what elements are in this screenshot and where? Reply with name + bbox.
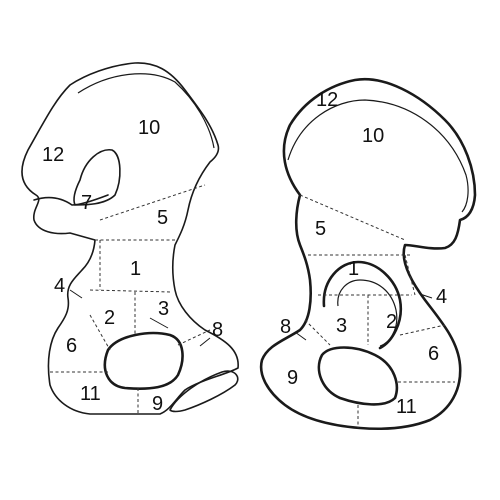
left-label-10: 10 xyxy=(138,117,160,139)
right-leader-4 xyxy=(419,293,433,299)
right-bone-outline xyxy=(259,77,477,431)
left-label-5: 5 xyxy=(157,207,168,229)
right-obturator-foramen xyxy=(317,346,399,406)
left-leader-4 xyxy=(69,289,83,299)
left-boundary-5-10 xyxy=(99,184,206,221)
left-label-6: 6 xyxy=(66,335,77,357)
left-label-4: 4 xyxy=(54,275,65,297)
right-label-1: 1 xyxy=(348,258,359,280)
right-label-3: 3 xyxy=(336,315,347,337)
left-leader-8 xyxy=(199,337,211,347)
right-label-8: 8 xyxy=(280,316,291,338)
left-label-1: 1 xyxy=(130,258,141,280)
right-boundary-8-3 xyxy=(304,319,331,346)
left-bone-outline xyxy=(21,62,239,415)
right-inner-arc xyxy=(337,279,398,347)
right-label-11: 11 xyxy=(396,396,417,418)
right-boundary-5-10 xyxy=(299,194,406,241)
right-label-10: 10 xyxy=(362,125,384,147)
left-label-3: 3 xyxy=(158,298,169,320)
left-iliac-crest-rim xyxy=(77,73,215,149)
left-hip-bone: 10 12 7 5 1 4 2 3 8 6 11 9 xyxy=(21,62,239,415)
left-label-9: 9 xyxy=(152,393,163,415)
right-label-5: 5 xyxy=(315,218,326,240)
right-hip-bone: 12 10 5 1 4 2 3 8 6 9 11 xyxy=(259,77,477,431)
right-leader-8 xyxy=(294,331,307,341)
left-label-7: 7 xyxy=(81,192,92,214)
left-leader-3 xyxy=(149,317,169,329)
left-boundary-1-2 xyxy=(89,289,173,293)
left-ischial-lobe xyxy=(169,370,239,413)
right-acetabular-arc xyxy=(322,260,403,350)
left-spine-notch xyxy=(33,194,109,206)
left-boundary-2-6 xyxy=(89,314,111,351)
right-boundary-1-vertical xyxy=(404,254,416,296)
right-label-4: 4 xyxy=(436,286,447,308)
left-boundary-3-8 xyxy=(177,329,211,346)
right-label-6: 6 xyxy=(428,343,439,365)
right-label-2: 2 xyxy=(386,311,397,333)
left-label-11: 11 xyxy=(80,383,101,405)
right-label-9: 9 xyxy=(287,367,298,389)
left-label-8: 8 xyxy=(212,319,223,341)
right-label-12: 12 xyxy=(316,89,338,111)
left-zone7-outline xyxy=(73,149,121,206)
right-iliac-fossa-rim xyxy=(287,99,469,213)
left-label-2: 2 xyxy=(104,307,115,329)
left-obturator-foramen xyxy=(103,331,184,390)
right-boundary-2-6 xyxy=(399,324,446,336)
left-label-12: 12 xyxy=(42,144,64,166)
